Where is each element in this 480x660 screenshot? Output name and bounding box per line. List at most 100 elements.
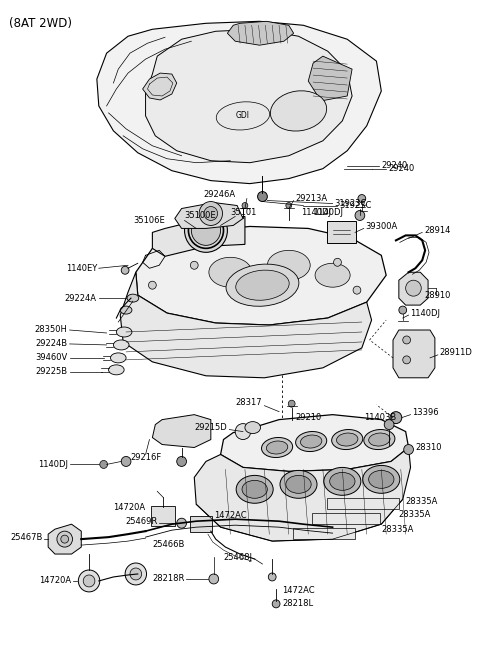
Text: 29210: 29210 — [296, 413, 322, 422]
Circle shape — [268, 573, 276, 581]
Ellipse shape — [266, 441, 288, 454]
Ellipse shape — [315, 263, 350, 287]
Circle shape — [353, 286, 361, 294]
Text: 39300A: 39300A — [366, 222, 398, 231]
Text: 28910: 28910 — [424, 290, 451, 300]
Circle shape — [399, 306, 407, 314]
Text: 29246A: 29246A — [203, 190, 235, 199]
Text: 39460V: 39460V — [36, 353, 68, 362]
Text: 14720A: 14720A — [39, 576, 72, 585]
Text: 31923C: 31923C — [339, 201, 372, 210]
FancyBboxPatch shape — [293, 528, 355, 539]
Polygon shape — [145, 29, 352, 163]
Polygon shape — [399, 272, 428, 305]
Ellipse shape — [116, 327, 132, 337]
Text: 28335A: 28335A — [381, 525, 414, 534]
Polygon shape — [308, 56, 352, 101]
Circle shape — [286, 203, 292, 209]
Circle shape — [235, 424, 251, 440]
Ellipse shape — [363, 465, 400, 493]
FancyBboxPatch shape — [327, 498, 399, 510]
Circle shape — [403, 336, 410, 344]
Text: 31923C: 31923C — [335, 199, 367, 208]
Circle shape — [384, 420, 394, 430]
Text: 1140DJ: 1140DJ — [300, 208, 331, 217]
Circle shape — [125, 563, 146, 585]
Circle shape — [209, 574, 218, 584]
Ellipse shape — [242, 480, 267, 498]
Circle shape — [78, 570, 100, 592]
Circle shape — [403, 356, 410, 364]
Ellipse shape — [369, 433, 390, 446]
Circle shape — [57, 531, 72, 547]
Text: 28218L: 28218L — [282, 599, 313, 609]
Text: 25467B: 25467B — [10, 533, 42, 542]
Text: 35100E: 35100E — [184, 211, 216, 220]
Circle shape — [61, 535, 69, 543]
Circle shape — [177, 518, 186, 528]
Text: 1472AC: 1472AC — [214, 511, 246, 519]
Polygon shape — [194, 447, 410, 541]
Polygon shape — [393, 330, 435, 378]
Text: 28911D: 28911D — [440, 348, 473, 358]
FancyBboxPatch shape — [327, 222, 356, 244]
Circle shape — [130, 568, 142, 580]
Circle shape — [83, 575, 95, 587]
Circle shape — [204, 207, 217, 220]
Text: 25466B: 25466B — [152, 540, 184, 548]
Polygon shape — [152, 216, 245, 256]
Text: 29240: 29240 — [381, 161, 408, 170]
Ellipse shape — [364, 430, 395, 449]
Circle shape — [199, 201, 223, 226]
Text: 29224A: 29224A — [65, 294, 97, 303]
Circle shape — [192, 215, 221, 246]
Text: 1140DJ: 1140DJ — [410, 309, 441, 317]
Text: 25468J: 25468J — [224, 552, 253, 562]
Text: 1140DJ: 1140DJ — [313, 208, 343, 217]
Circle shape — [100, 461, 108, 469]
Ellipse shape — [108, 365, 124, 375]
Ellipse shape — [300, 435, 322, 448]
FancyBboxPatch shape — [191, 516, 212, 532]
Text: 29216F: 29216F — [130, 453, 161, 462]
Text: 29215D: 29215D — [195, 423, 228, 432]
Ellipse shape — [330, 473, 355, 490]
Ellipse shape — [262, 438, 293, 457]
Ellipse shape — [245, 422, 261, 434]
Ellipse shape — [324, 467, 361, 495]
Circle shape — [191, 261, 198, 269]
FancyBboxPatch shape — [151, 506, 175, 526]
Polygon shape — [228, 21, 294, 45]
Ellipse shape — [110, 353, 126, 363]
Text: 29224B: 29224B — [36, 339, 68, 348]
Circle shape — [177, 457, 186, 467]
Circle shape — [358, 195, 366, 203]
Text: 28350H: 28350H — [35, 325, 68, 335]
Circle shape — [121, 266, 129, 275]
Ellipse shape — [120, 306, 132, 314]
Ellipse shape — [127, 294, 139, 302]
Polygon shape — [221, 414, 408, 471]
Ellipse shape — [267, 250, 310, 280]
Ellipse shape — [236, 270, 289, 300]
Text: 29240: 29240 — [388, 164, 414, 173]
Text: 1140EY: 1140EY — [66, 264, 97, 273]
Circle shape — [121, 457, 131, 467]
Text: 28335A: 28335A — [406, 497, 438, 506]
Text: 28317: 28317 — [236, 398, 263, 407]
Polygon shape — [152, 414, 211, 447]
Polygon shape — [120, 272, 372, 378]
Ellipse shape — [280, 471, 317, 498]
Text: 1472AC: 1472AC — [282, 586, 314, 595]
Circle shape — [390, 412, 402, 424]
Text: GDI: GDI — [236, 112, 250, 120]
FancyBboxPatch shape — [312, 513, 380, 524]
Ellipse shape — [296, 432, 327, 451]
Text: 35101: 35101 — [230, 208, 257, 217]
Text: 13396: 13396 — [412, 408, 439, 417]
Polygon shape — [143, 73, 177, 100]
Polygon shape — [48, 524, 81, 554]
Ellipse shape — [216, 102, 270, 130]
Circle shape — [355, 211, 365, 220]
Ellipse shape — [226, 264, 299, 306]
